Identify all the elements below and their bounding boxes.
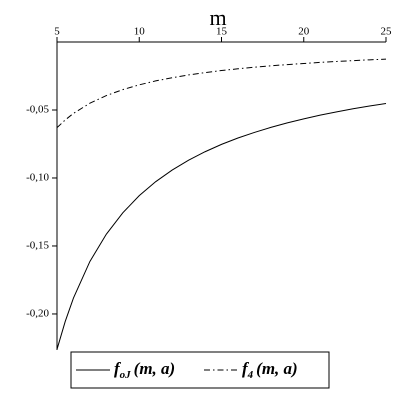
- x-tick-label: 10: [134, 26, 146, 38]
- series-line: [56, 58, 387, 129]
- legend-entry: f4 (m, a): [242, 359, 298, 381]
- legend-subscript: oJ: [120, 369, 132, 381]
- y-tick-label: -0,10: [26, 172, 49, 184]
- legend-args: (m, a): [134, 359, 176, 378]
- legend-subscript: 4: [247, 369, 254, 381]
- x-axis-label: m: [209, 5, 226, 30]
- x-tick-label: 15: [216, 26, 228, 38]
- series-line: [56, 102, 387, 350]
- y-tick-label: -0,15: [26, 240, 49, 252]
- x-tick-label: 20: [298, 26, 310, 38]
- legend-args: (m, a): [256, 359, 298, 378]
- legend-name: f: [242, 359, 250, 378]
- x-tick-label: 25: [381, 26, 393, 38]
- legend-entry: foJ (m, a): [114, 359, 175, 381]
- y-tick-label: -0,05: [26, 104, 49, 116]
- legend-name: f: [114, 359, 122, 378]
- legend-box: [70, 351, 330, 389]
- y-tick-label: -0,20: [26, 307, 49, 319]
- x-tick-label: 5: [54, 26, 60, 38]
